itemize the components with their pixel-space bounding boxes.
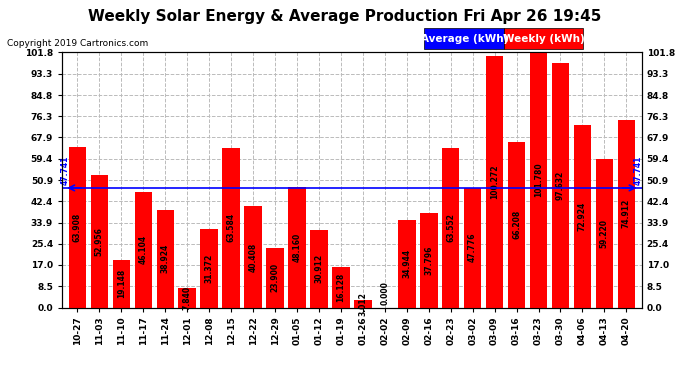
Text: 40.408: 40.408	[248, 242, 257, 272]
Text: 34.944: 34.944	[402, 249, 411, 278]
Bar	[354, 300, 372, 307]
Text: 37.796: 37.796	[424, 246, 433, 275]
Text: 59.220: 59.220	[600, 219, 609, 248]
Text: 47.741: 47.741	[634, 156, 643, 185]
Bar	[310, 230, 328, 308]
Text: 74.912: 74.912	[622, 199, 631, 228]
Text: 19.148: 19.148	[117, 269, 126, 298]
Text: 46.104: 46.104	[139, 235, 148, 264]
Text: Average (kWh): Average (kWh)	[421, 34, 508, 44]
Text: 97.632: 97.632	[556, 171, 565, 200]
Bar	[573, 125, 591, 308]
Text: 52.956: 52.956	[95, 227, 104, 256]
Text: 63.908: 63.908	[73, 213, 82, 242]
Bar	[266, 248, 284, 308]
Bar	[69, 147, 86, 308]
Bar	[398, 220, 415, 308]
Text: 47.741: 47.741	[61, 156, 70, 185]
Text: 23.900: 23.900	[270, 263, 279, 292]
Text: Copyright 2019 Cartronics.com: Copyright 2019 Cartronics.com	[7, 39, 148, 48]
Bar	[595, 159, 613, 308]
Text: 66.208: 66.208	[512, 210, 521, 239]
Bar	[288, 187, 306, 308]
Text: 31.372: 31.372	[205, 254, 214, 283]
Bar	[420, 213, 437, 308]
Text: 0.000: 0.000	[380, 281, 389, 305]
Bar	[530, 53, 547, 308]
Bar	[618, 120, 635, 308]
Text: 38.924: 38.924	[161, 244, 170, 273]
Bar	[464, 188, 482, 308]
Text: Weekly Solar Energy & Average Production Fri Apr 26 19:45: Weekly Solar Energy & Average Production…	[88, 9, 602, 24]
Bar	[179, 288, 196, 308]
Bar	[332, 267, 350, 308]
Text: 101.780: 101.780	[534, 163, 543, 197]
Text: 48.160: 48.160	[293, 232, 302, 262]
Text: 47.776: 47.776	[468, 233, 477, 262]
Bar	[90, 175, 108, 308]
Text: 30.912: 30.912	[315, 254, 324, 284]
Bar	[222, 148, 240, 308]
Bar	[112, 260, 130, 308]
Text: 7.840: 7.840	[183, 286, 192, 310]
Bar	[135, 192, 152, 308]
Text: Weekly (kWh): Weekly (kWh)	[503, 34, 584, 44]
Bar	[157, 210, 174, 308]
Bar	[200, 229, 218, 308]
Text: 72.924: 72.924	[578, 201, 587, 231]
Text: 16.128: 16.128	[337, 273, 346, 302]
Text: 100.272: 100.272	[490, 165, 499, 199]
Text: 63.552: 63.552	[446, 213, 455, 242]
Bar	[508, 142, 525, 308]
Text: 3.012: 3.012	[358, 292, 367, 316]
Text: 63.584: 63.584	[226, 213, 236, 242]
Bar	[244, 206, 262, 308]
Bar	[442, 148, 460, 308]
Bar	[552, 63, 569, 308]
Bar	[486, 56, 504, 308]
